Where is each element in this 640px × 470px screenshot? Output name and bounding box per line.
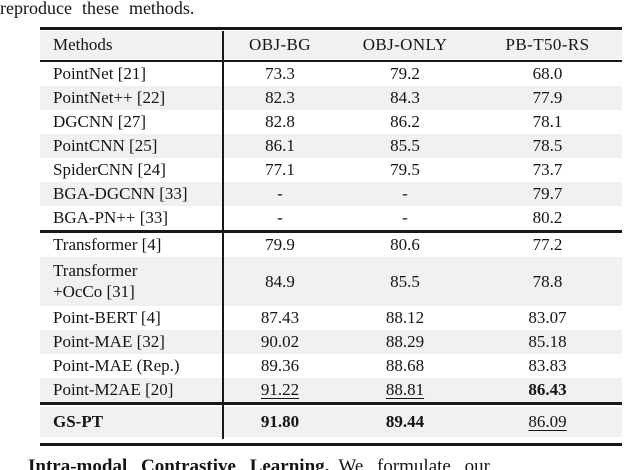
header-bottom-rule [40,60,622,62]
value-cell: 84.9 [265,271,295,291]
method-label: PointCNN [25] [53,135,158,155]
value-cell: 89.36 [260,356,300,375]
value-cell: 90.02 [260,332,300,351]
value-cell: 79.9 [265,235,295,254]
value-cell: 68.0 [532,64,563,83]
header-methods-label: Methods [53,34,113,54]
header-col-obj-bg: OBJ-BG [249,35,311,54]
value-cell: 83.07 [528,308,567,327]
table-row: Point-MAE [32] 90.02 88.29 85.18 [40,330,622,354]
value-cell: 86.09 [528,412,567,431]
value-cell: - [277,184,283,203]
method-label: SpiderCNN [24] [53,159,166,179]
method-label: Transformer [4] [53,234,162,254]
method-label: GS-PT [53,411,104,431]
value-cell: 86.2 [390,112,420,131]
value-cell: 86.1 [265,136,295,155]
value-cell: 85.5 [390,271,420,291]
value-cell: 88.81 [385,380,425,399]
table-body: PointNet [21] 73.3 79.2 68.0 PointNet++ [22]… [40,62,622,437]
paragraph-lead-bold: Intra-modal Contrastive Learning. [28,456,330,470]
value-cell: 89.44 [385,412,425,431]
value-cell: 91.80 [260,412,300,431]
table-row: GS-PT 91.80 89.44 86.09 [40,407,622,437]
method-label: Point-MAE (Rep.) [53,355,180,375]
value-cell: 79.7 [532,184,563,203]
results-table: Methods OBJ-BG OBJ-ONLY PB-T50-RS PointN… [40,27,622,446]
section-divider-rule [40,230,622,233]
value-cell: 73.3 [265,64,295,83]
value-cell: - [277,208,283,227]
value-cell: 78.1 [532,112,563,131]
value-cell: 83.83 [528,356,567,375]
method-label: DGCNN [27] [53,111,147,131]
value-cell: 88.68 [385,356,425,375]
value-cell: 91.22 [260,380,300,399]
table-row: BGA-DGCNN [33] - - 79.7 [40,182,622,206]
header-col-obj-only: OBJ-ONLY [362,35,448,54]
method-label: Point-MAE [32] [53,331,165,351]
table-row: DGCNN [27] 82.8 86.2 78.1 [40,110,622,134]
method-label: BGA-PN++ [33] [53,207,169,227]
value-cell: 79.5 [390,160,420,179]
method-label: Point-BERT [4] [53,307,161,327]
value-cell: 79.2 [390,64,420,83]
value-cell: 87.43 [260,308,300,327]
value-cell: 88.12 [385,308,425,327]
table-top-rule [40,27,622,30]
value-cell: 77.9 [532,88,563,107]
value-cell: - [402,208,408,227]
value-cell: 82.3 [265,88,295,107]
value-cell: 78.5 [532,136,563,155]
table-row: Point-M2AE [20] 91.22 88.81 86.43 [40,378,622,402]
table-header-row: Methods OBJ-BG OBJ-ONLY PB-T50-RS [40,31,622,59]
value-cell: 85.5 [390,136,420,155]
table-row: PointNet [21] 73.3 79.2 68.0 [40,62,622,86]
value-cell: 80.2 [532,208,563,227]
value-cell: 85.18 [528,332,567,351]
body-text-above-table: reproduce these methods. [0,0,195,18]
method-label: Point-M2AE [20] [53,379,174,399]
table-row: Point-BERT [4] 87.43 88.12 83.07 [40,306,622,330]
table-row: Point-MAE (Rep.) 89.36 88.68 83.83 [40,354,622,378]
paragraph-text: We formulate our [338,456,490,470]
table-row: PointNet++ [22] 82.3 84.3 77.9 [40,86,622,110]
method-label: Transformer +OcCo [31] [53,260,138,301]
value-cell: 77.2 [532,235,563,254]
value-cell: 80.6 [390,235,420,254]
table-row: BGA-PN++ [33] - - 80.2 [40,206,622,230]
section-divider-rule [40,402,622,405]
body-text-below-table: Intra-modal Contrastive Learning. We form… [28,456,490,470]
table-row: Transformer +OcCo [31] 84.9 85.5 78.8 [40,257,622,306]
table-row: Transformer [4] 79.9 80.6 77.2 [40,233,622,257]
method-label: BGA-DGCNN [33] [53,183,188,203]
column-divider-rule [222,31,224,439]
value-cell: 73.7 [532,160,563,179]
value-cell: 88.29 [385,332,425,351]
value-cell: 82.8 [265,112,295,131]
value-cell: 86.43 [528,380,567,399]
table-bottom-rule [40,443,622,446]
value-cell: 84.3 [390,88,420,107]
header-col-pb-t50-rs: PB-T50-RS [505,35,590,54]
value-cell: 77.1 [265,160,295,179]
value-cell: - [402,184,408,203]
method-label: PointNet++ [22] [53,87,166,107]
method-label: PointNet [21] [53,63,147,83]
value-cell: 78.8 [532,271,563,291]
table-row: SpiderCNN [24] 77.1 79.5 73.7 [40,158,622,182]
spacer [40,405,622,406]
table-row: PointCNN [25] 86.1 85.5 78.5 [40,134,622,158]
